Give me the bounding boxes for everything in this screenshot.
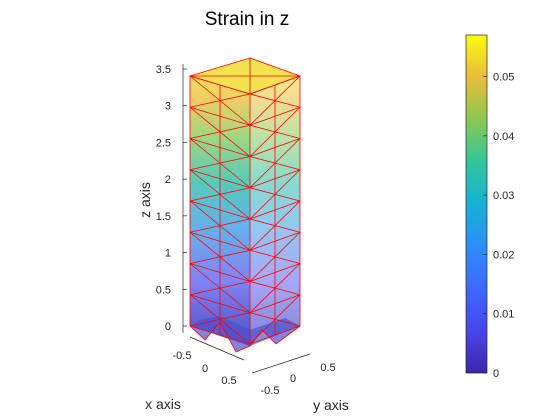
- z-ticks: 0 0.5 1 1.5 2 2.5 3 3.5: [156, 64, 187, 333]
- axes-lines: [182, 64, 311, 374]
- z-tick-label: 0.5: [156, 284, 171, 296]
- z-tick-label: 3.5: [156, 64, 171, 76]
- red-wireframe-mesh: [188, 57, 302, 353]
- z-tick-label: 1: [165, 248, 171, 260]
- colorbar-tick-label: 0.01: [493, 309, 514, 321]
- colorbar-tick-label: 0.02: [493, 249, 514, 261]
- y-ticks: -0.5 0 0.5: [261, 362, 336, 397]
- y-tick-label: -0.5: [261, 385, 280, 397]
- x-axis-line: [189, 336, 245, 361]
- z-tick-label: 3: [165, 101, 171, 113]
- z-tick-label: 2: [165, 174, 171, 186]
- x-tick-label: 0.5: [221, 375, 236, 387]
- y-axis-label: y axis: [313, 397, 349, 413]
- colorbar-tick-label: 0.03: [493, 190, 514, 202]
- z-axis-label: z axis: [137, 182, 153, 218]
- y-tick-label: 0: [290, 373, 296, 385]
- chart-title: Strain in z: [205, 9, 289, 30]
- x-tick-label: -0.5: [173, 350, 192, 362]
- colorbar: 0 0.01 0.02 0.03 0.04 0.05: [465, 34, 514, 380]
- z-tick-label: 0: [165, 321, 171, 333]
- colorbar-tick-label: 0: [493, 368, 499, 380]
- mesh-edge: [189, 321, 301, 353]
- z-tick-label: 2.5: [156, 137, 171, 149]
- x-axis-label: x axis: [145, 396, 181, 412]
- z-tick-label: 1.5: [156, 211, 171, 223]
- colorbar-gradient: [465, 34, 488, 374]
- y-axis-line: [251, 353, 311, 374]
- colorbar-tick-label: 0.05: [493, 72, 514, 84]
- colorbar-tick-label: 0.04: [493, 131, 514, 143]
- strain-volume: [188, 57, 302, 353]
- x-ticks: -0.5 0 0.5: [173, 350, 237, 387]
- colorbar-ticks: 0 0.01 0.02 0.03 0.04 0.05: [483, 72, 514, 380]
- x-tick-label: 0: [202, 363, 208, 375]
- y-tick-label: 0.5: [320, 362, 335, 374]
